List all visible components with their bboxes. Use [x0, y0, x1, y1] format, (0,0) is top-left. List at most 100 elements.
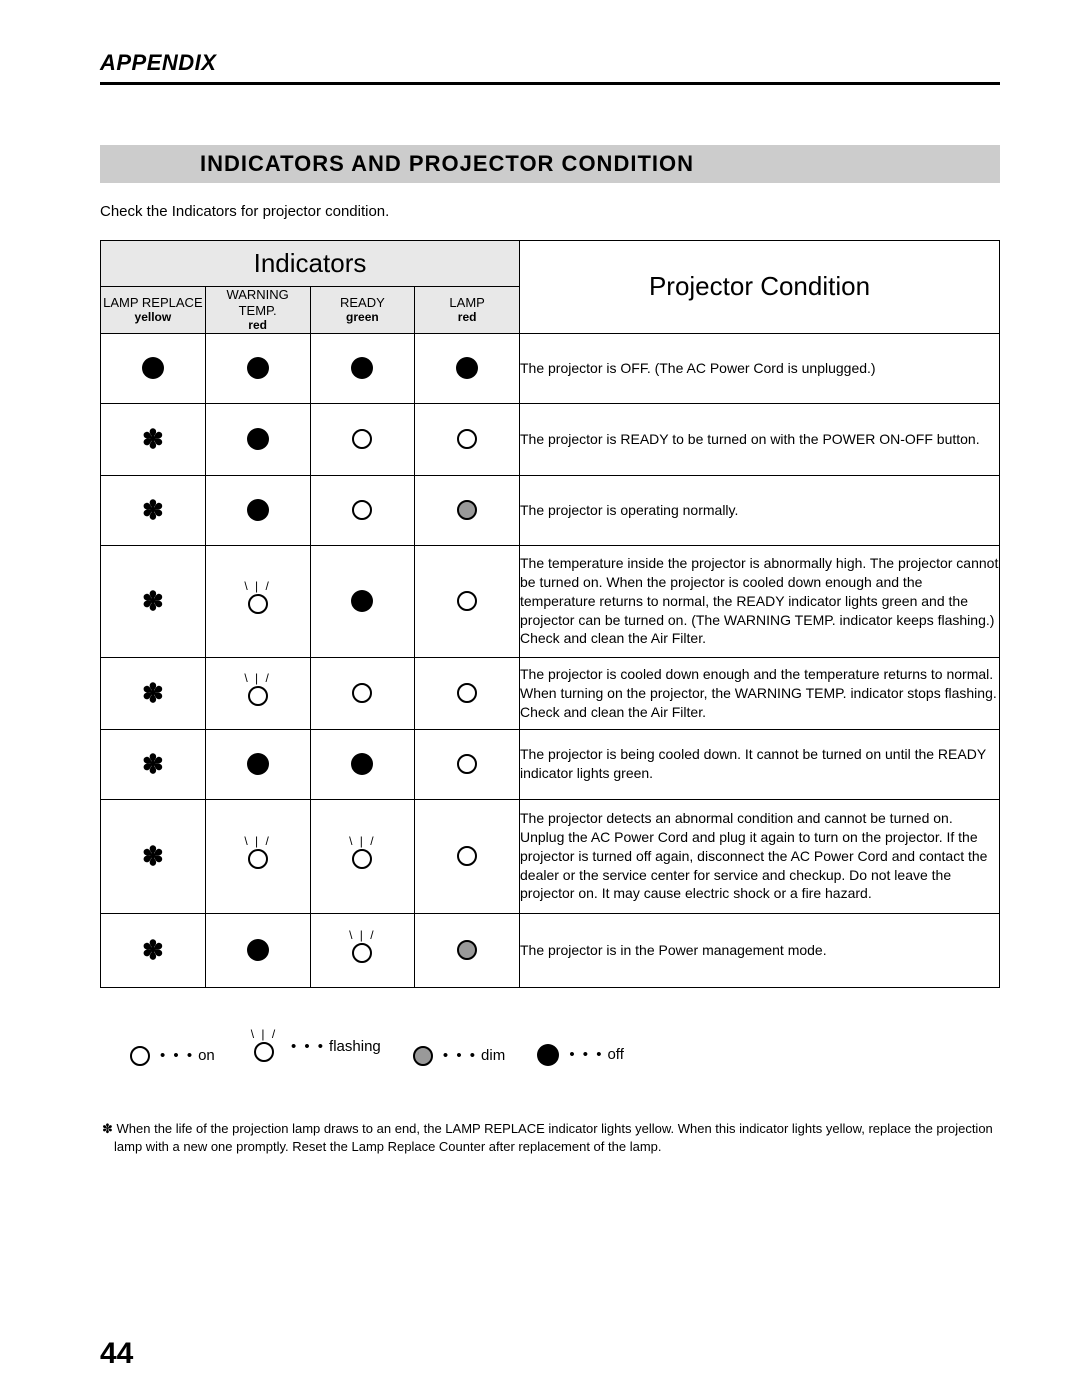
- on-icon: [352, 683, 372, 703]
- appendix-header: APPENDIX: [100, 50, 1000, 76]
- legend-on-label: on: [198, 1047, 215, 1064]
- flashing-icon: \ | /: [241, 580, 275, 618]
- indicator-cell: [101, 333, 206, 403]
- on-icon: [130, 1046, 150, 1066]
- col-head-lamp: LAMP red: [415, 287, 520, 334]
- off-icon: [247, 499, 269, 521]
- indicator-cell: [415, 333, 520, 403]
- indicator-cell: [415, 475, 520, 545]
- indicator-cell: \ | /: [205, 799, 310, 913]
- legend-flashing-label: flashing: [329, 1038, 381, 1055]
- indicator-cell: \ | /: [205, 657, 310, 729]
- page-number: 44: [100, 1337, 133, 1371]
- condition-head: Projector Condition: [520, 241, 1000, 334]
- section-title: INDICATORS AND PROJECTOR CONDITION: [100, 145, 1000, 183]
- col-color: red: [415, 310, 519, 324]
- indicator-table: Indicators Projector Condition LAMP REPL…: [100, 240, 1000, 988]
- indicator-cell: [205, 475, 310, 545]
- table-body: The projector is OFF. (The AC Power Cord…: [101, 333, 1000, 987]
- indicator-cell: [415, 403, 520, 475]
- off-icon: [247, 939, 269, 961]
- indicator-cell: [415, 913, 520, 987]
- asterisk-icon: ✽: [142, 937, 164, 963]
- on-icon: [352, 500, 372, 520]
- condition-cell: The projector is in the Power management…: [520, 913, 1000, 987]
- indicator-cell: ✽: [101, 545, 206, 657]
- off-icon: [537, 1044, 559, 1066]
- legend-dots: • • •: [569, 1046, 603, 1063]
- indicator-cell: [310, 729, 415, 799]
- table-row: ✽\ | /The temperature inside the project…: [101, 545, 1000, 657]
- legend-off: • • • off: [537, 1044, 624, 1066]
- indicator-cell: ✽: [101, 913, 206, 987]
- legend-flashing: \ | / • • • flashing: [247, 1028, 381, 1066]
- asterisk-icon: ✽: [142, 843, 164, 869]
- indicator-cell: [415, 799, 520, 913]
- indicator-cell: \ | /: [310, 799, 415, 913]
- condition-cell: The projector detects an abnormal condit…: [520, 799, 1000, 913]
- intro-text: Check the Indicators for projector condi…: [100, 203, 1000, 220]
- indicator-cell: [205, 333, 310, 403]
- off-icon: [247, 428, 269, 450]
- legend-on: • • • on: [130, 1046, 215, 1066]
- on-icon: [457, 429, 477, 449]
- col-color: red: [206, 318, 310, 332]
- legend-dim-label: dim: [481, 1047, 505, 1064]
- flashing-icon: \ | /: [247, 1028, 281, 1066]
- condition-cell: The projector is READY to be turned on w…: [520, 403, 1000, 475]
- indicator-cell: [310, 333, 415, 403]
- asterisk-icon: ✽: [142, 751, 164, 777]
- indicator-cell: [205, 729, 310, 799]
- condition-cell: The projector is OFF. (The AC Power Cord…: [520, 333, 1000, 403]
- table-header-row-1: Indicators Projector Condition: [101, 241, 1000, 287]
- header-rule: [100, 82, 1000, 85]
- indicator-cell: ✽: [101, 475, 206, 545]
- on-icon: [457, 591, 477, 611]
- col-label: READY: [340, 295, 385, 310]
- col-color: green: [311, 310, 415, 324]
- indicator-cell: [415, 545, 520, 657]
- indicator-cell: ✽: [101, 657, 206, 729]
- col-label: WARNING TEMP.: [226, 287, 288, 318]
- legend-dots: • • •: [443, 1047, 477, 1064]
- on-icon: [457, 683, 477, 703]
- off-icon: [247, 753, 269, 775]
- asterisk-icon: ✽: [142, 680, 164, 706]
- flashing-icon: \ | /: [345, 835, 379, 873]
- off-icon: [456, 357, 478, 379]
- asterisk-icon: ✽: [142, 497, 164, 523]
- on-icon: [457, 846, 477, 866]
- dim-icon: [457, 940, 477, 960]
- col-color: yellow: [101, 310, 205, 324]
- table-row: ✽ \ | / \ | / The projector detects an abno…: [101, 799, 1000, 913]
- indicator-cell: [310, 657, 415, 729]
- indicator-cell: ✽: [101, 403, 206, 475]
- col-label: LAMP REPLACE: [103, 295, 202, 310]
- indicator-cell: [310, 475, 415, 545]
- indicators-head: Indicators: [101, 241, 520, 287]
- col-label: LAMP: [449, 295, 484, 310]
- off-icon: [247, 357, 269, 379]
- indicator-cell: \ | /: [205, 545, 310, 657]
- col-head-warning-temp: WARNING TEMP. red: [205, 287, 310, 334]
- dim-icon: [457, 500, 477, 520]
- condition-cell: The projector is being cooled down. It c…: [520, 729, 1000, 799]
- flashing-icon: \ | /: [345, 929, 379, 967]
- dim-icon: [413, 1046, 433, 1066]
- table-row: ✽ The projector is being cooled down. It …: [101, 729, 1000, 799]
- indicator-cell: [310, 545, 415, 657]
- footnote: ✽ When the life of the projection lamp d…: [100, 1120, 1000, 1156]
- flashing-icon: \ | /: [241, 835, 275, 873]
- col-head-lamp-replace: LAMP REPLACE yellow: [101, 287, 206, 334]
- indicator-cell: [205, 913, 310, 987]
- asterisk-icon: ✽: [142, 588, 164, 614]
- col-head-ready: READY green: [310, 287, 415, 334]
- legend-dots: • • •: [291, 1038, 325, 1055]
- legend-dots: • • •: [160, 1047, 194, 1064]
- table-row: ✽\ | /The projector is cooled down enoug…: [101, 657, 1000, 729]
- indicator-cell: \ | /: [310, 913, 415, 987]
- on-icon: [352, 429, 372, 449]
- legend-dim: • • • dim: [413, 1046, 505, 1066]
- off-icon: [351, 357, 373, 379]
- table-row: ✽ The projector is READY to be turned on …: [101, 403, 1000, 475]
